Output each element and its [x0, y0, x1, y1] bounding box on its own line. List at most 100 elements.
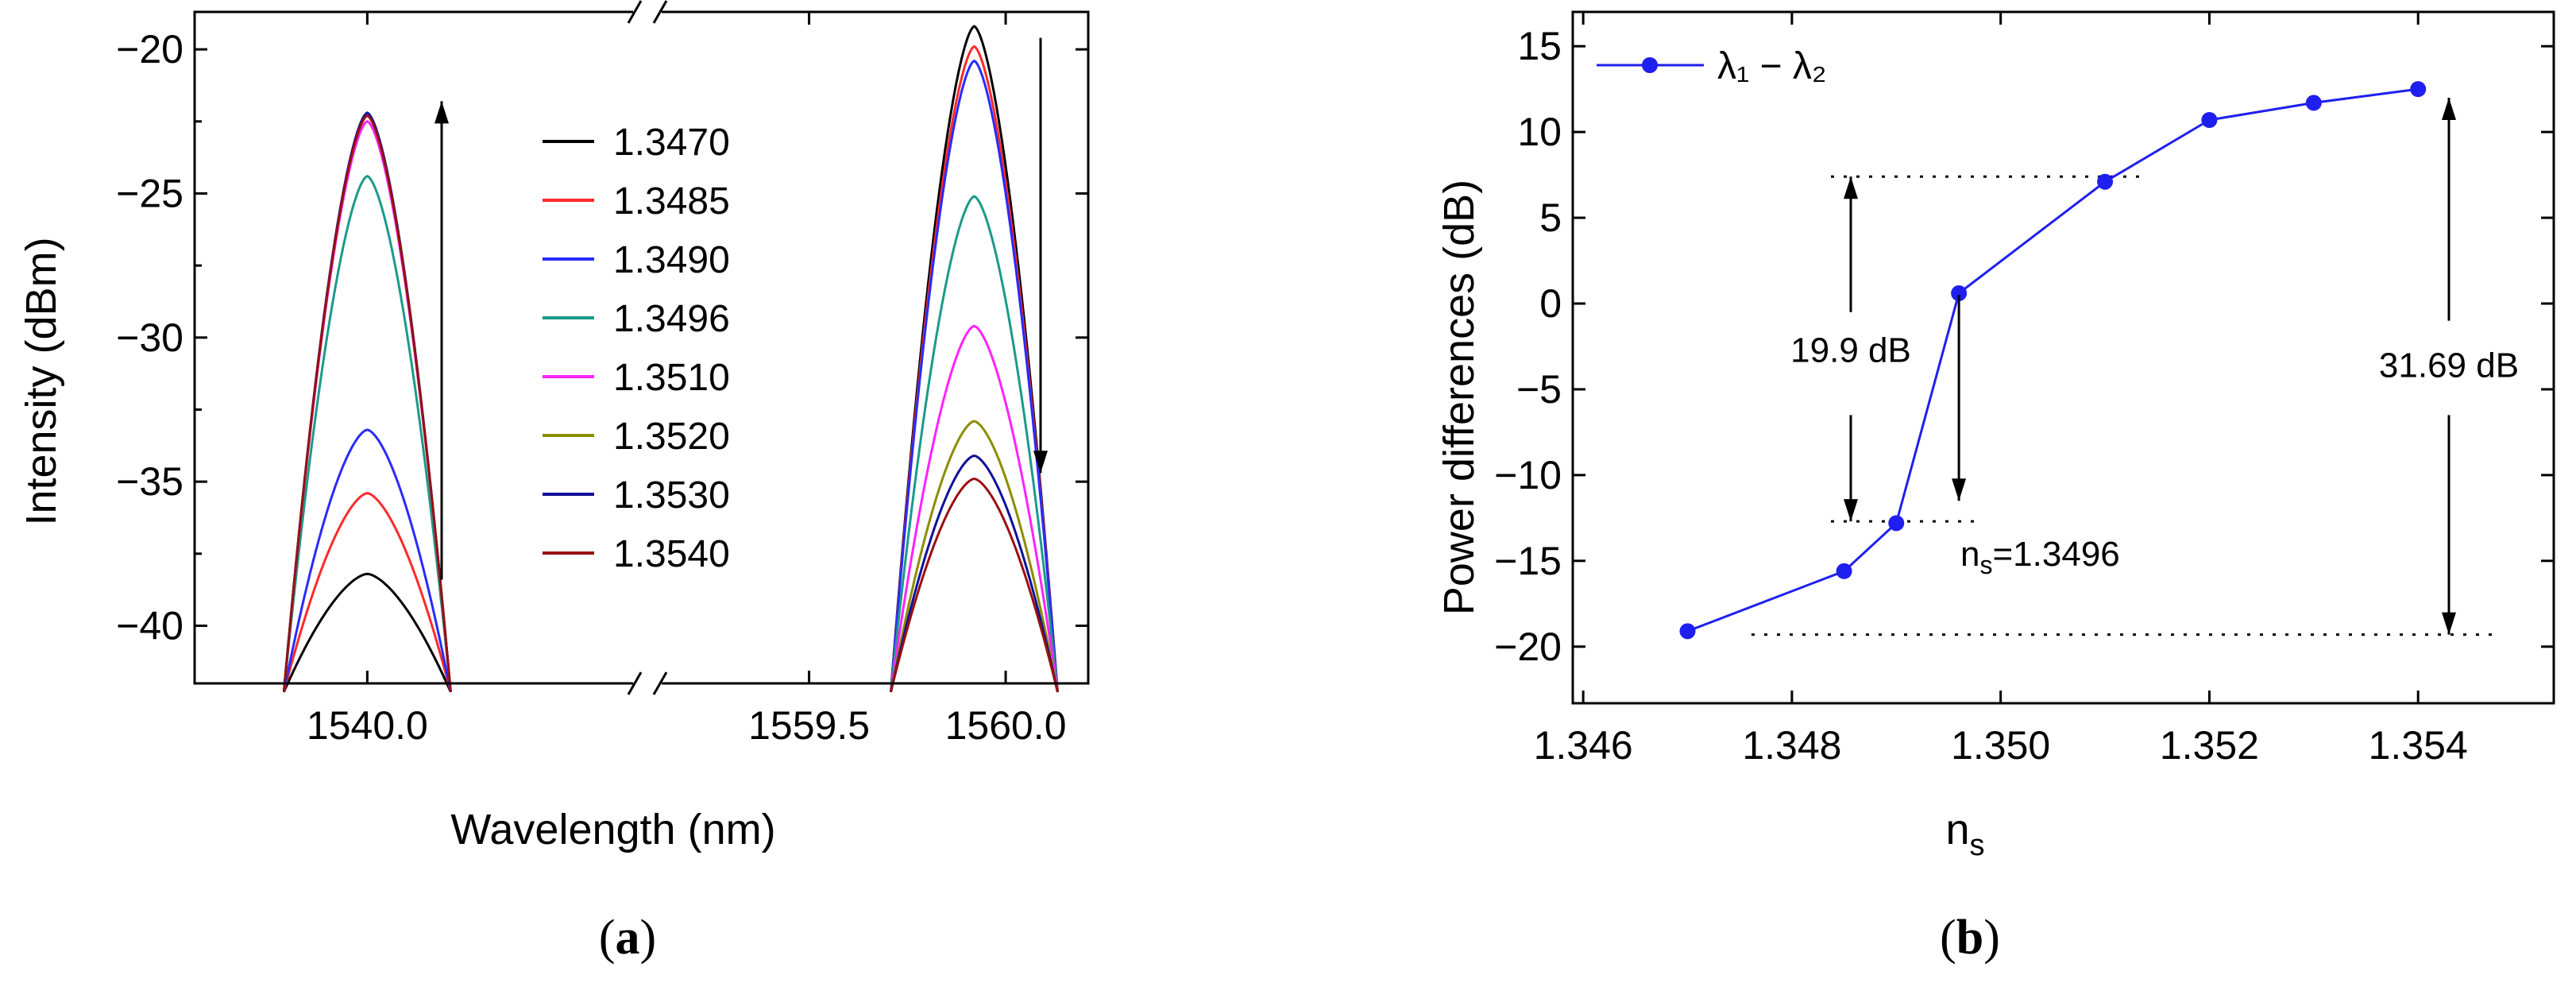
- panel-b-y-tick-label: −15: [1494, 539, 1562, 583]
- legend-label-1.3496: 1.3496: [613, 298, 730, 340]
- legend-label: λ₁ − λ₂: [1717, 45, 1827, 87]
- panel-b-frame: [1571, 10, 2555, 705]
- annotation-ns-subscript: s: [1979, 551, 1992, 579]
- panel-b-y-tick-label: −10: [1494, 453, 1562, 497]
- data-point: [2201, 112, 2218, 129]
- panel-a-y-tick-label: −30: [116, 315, 183, 360]
- spectrum-peak-1540-1.3496: [282, 175, 452, 693]
- spectrum-peak-1560-1.3490: [890, 59, 1059, 693]
- data-point: [2305, 95, 2322, 111]
- panel-b-y-tick-label: −20: [1494, 625, 1562, 669]
- panel-a-up-arrow-head: [434, 101, 449, 124]
- spectrum-peak-1560-1.3496: [890, 195, 1059, 693]
- panel-a-x-tick-label: 1560.0: [945, 703, 1067, 748]
- annotation-ns-value: ns=1.3496: [1960, 535, 2120, 579]
- legend-label-1.3520: 1.3520: [613, 416, 730, 458]
- spectrum-peak-1560-1.3510: [890, 324, 1059, 693]
- axis-break-mark-0-a: [627, 0, 643, 24]
- panel-b-x-tick-label: 1.352: [2160, 723, 2259, 768]
- panel-a-y-axis-title: Intensity (dBm): [17, 237, 65, 525]
- data-point: [1951, 285, 1968, 302]
- panel-b-label: (b): [1940, 911, 2000, 965]
- axis-break-mark-0-b: [652, 0, 668, 24]
- panel-b-x-tick-label: 1.354: [2369, 723, 2468, 768]
- panel-b-axes-frame: [1571, 10, 2555, 705]
- legend-label-1.3470: 1.3470: [613, 122, 730, 164]
- panel-a-curves: [282, 25, 1059, 693]
- data-point: [1888, 515, 1905, 532]
- panel-b-annotations: 19.9 dB 31.69 dB ns=1.3496: [1790, 331, 2519, 579]
- panel-a-ticks: −40 −35 −30 −25 −20 1540.0 1559.5 1560.0: [116, 12, 1088, 748]
- spectrum-peak-1540-1.3490: [282, 428, 452, 693]
- spectrum-peak-1540-1.3470: [283, 572, 452, 693]
- spectrum-series-1.3490: [282, 59, 1059, 693]
- legend-swatch-marker: [1642, 57, 1658, 73]
- panel-a-down-arrow-head: [1033, 451, 1048, 474]
- legend-label-1.3510: 1.3510: [613, 357, 730, 399]
- panel-a-axes-frame: [193, 0, 1090, 695]
- arrow-19dB-up: [1844, 176, 1858, 312]
- arrow-31dB-up-head: [2442, 97, 2456, 120]
- legend-label-1.3530: 1.3530: [613, 474, 730, 517]
- panel-b-series: [1679, 81, 2427, 640]
- panel-a-y-tick-label: −40: [116, 603, 183, 648]
- panel-a-x-tick-label: 1540.0: [307, 703, 428, 748]
- panel-b-y-tick-label: 5: [1539, 195, 1562, 240]
- panel-a-up-arrow: [434, 101, 449, 580]
- panel-b-power-difference-chart: −20 −15 −10 −5 0 5 10 15 1.346 1.348 1.350 1.352 1.3…: [1435, 10, 2555, 965]
- axis-break-mark-1-b: [652, 671, 668, 695]
- panel-a-y-tick-label: −35: [116, 459, 183, 504]
- panel-a-down-arrow: [1033, 37, 1048, 474]
- panel-b-legend: λ₁ − λ₂: [1597, 45, 1827, 87]
- data-point: [2410, 81, 2427, 98]
- arrow-31dB-down-head: [2442, 612, 2456, 635]
- panel-b-y-tick-label: 10: [1517, 110, 1562, 154]
- series-line: [1686, 87, 2419, 633]
- legend-label-1.3540: 1.3540: [613, 533, 730, 575]
- spectrum-peak-1540-1.3540: [282, 114, 452, 693]
- panel-a-label: (a): [599, 911, 656, 965]
- legend-label-1.3485: 1.3485: [613, 180, 730, 222]
- panel-a-spectrum-chart: −40 −35 −30 −25 −20 1540.0 1559.5 1560.0 1.3470…: [17, 0, 1090, 965]
- spectrum-peak-1560-1.3540: [890, 477, 1059, 693]
- panel-a-x-tick-label: 1559.5: [748, 703, 870, 748]
- panel-a-x-axis-title: Wavelength (nm): [450, 806, 775, 853]
- arrow-19dB-down-head: [1844, 499, 1858, 522]
- panel-b-y-tick-label: −5: [1516, 367, 1562, 412]
- panel-b-x-tick-label: 1.346: [1534, 723, 1633, 768]
- panel-b-x-axis-title: ns: [1945, 806, 1984, 862]
- panel-a-frame-right: [662, 10, 1090, 685]
- panel-b-y-tick-label: 0: [1539, 281, 1562, 326]
- arrow-ns-head: [1952, 478, 1967, 501]
- panel-a-y-tick-label: −25: [116, 171, 183, 215]
- arrow-31dB-up: [2442, 97, 2456, 321]
- panel-b-y-axis-title: Power differences (dB): [1435, 180, 1483, 615]
- spectrum-peak-1560-1.3530: [890, 454, 1059, 693]
- annotation-ns-symbol: n: [1960, 535, 1979, 574]
- data-point: [2097, 173, 2114, 190]
- arrow-19dB-down: [1844, 415, 1858, 522]
- panel-b-y-tick-label: 15: [1517, 24, 1562, 68]
- panel-b-x-tick-label: 1.350: [1951, 723, 2050, 768]
- legend-label-1.3490: 1.3490: [613, 239, 730, 281]
- spectrum-series-1.3540: [282, 114, 1059, 693]
- panel-b-arrows: [1844, 97, 2456, 635]
- annotation-31-69-dB: 31.69 dB: [2379, 346, 2519, 385]
- panel-a-y-tick-label: −20: [116, 27, 183, 72]
- spectrum-peak-1560-1.3520: [890, 420, 1059, 693]
- panel-b-reference-lines: [1751, 175, 2498, 636]
- annotation-ns-number: =1.3496: [1992, 535, 2119, 574]
- panel-b-ticks: −20 −15 −10 −5 0 5 10 15 1.346 1.348 1.350 1.352 1.3…: [1494, 12, 2554, 768]
- panel-a-arrows: [434, 37, 1048, 580]
- spectrum-series-1.3496: [282, 175, 1059, 693]
- arrow-19dB-up-head: [1844, 176, 1858, 199]
- panel-a-legend: 1.3470 1.3485 1.3490 1.3496 1.3510 1.3520 1.35…: [543, 122, 730, 575]
- annotation-19-9-dB: 19.9 dB: [1790, 331, 1911, 370]
- arrow-31dB-down: [2442, 415, 2456, 635]
- spectrum-peak-1540-1.3485: [282, 492, 452, 693]
- arrow-ns: [1952, 295, 1967, 501]
- panel-b-x-tick-label: 1.348: [1742, 723, 1841, 768]
- data-point: [1836, 563, 1852, 579]
- panel-a-frame-left: [193, 10, 633, 685]
